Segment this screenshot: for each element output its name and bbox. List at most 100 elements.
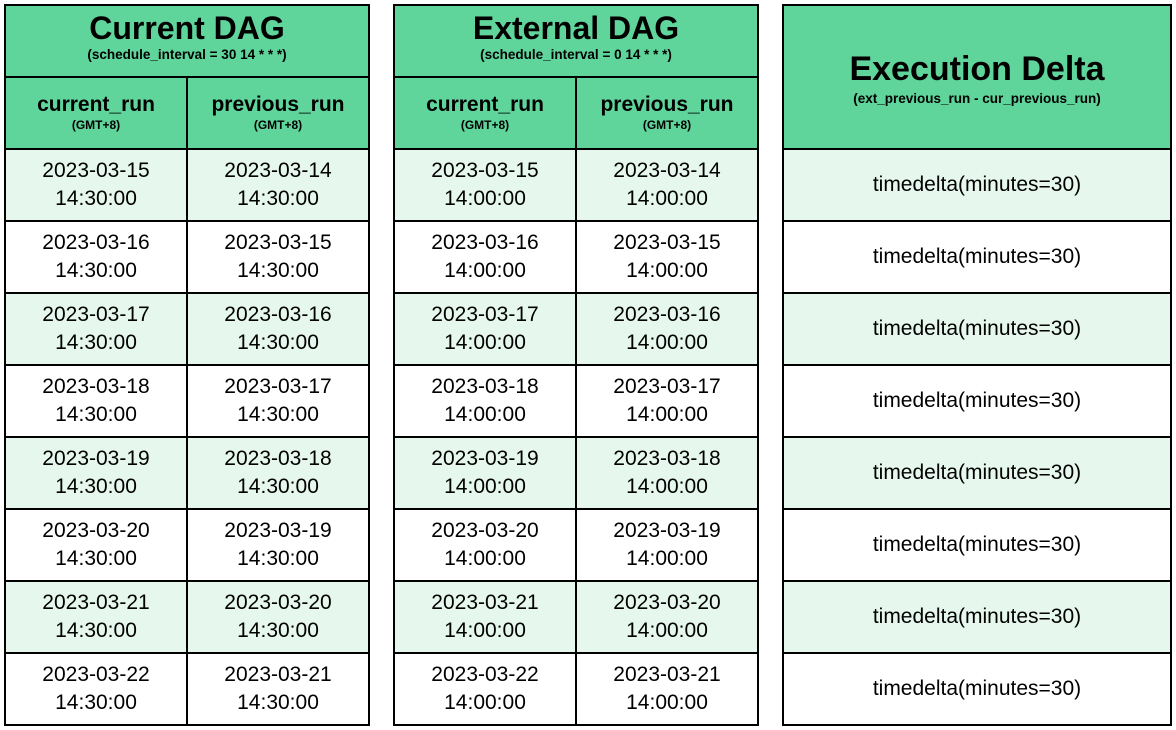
time: 14:00:00 <box>444 403 526 426</box>
time: 14:00:00 <box>444 475 526 498</box>
column-timezone: (GMT+8) <box>460 118 510 132</box>
execution-delta-table: Execution Delta (ext_previous_run - cur_p… <box>782 4 1172 726</box>
time: 14:30:00 <box>237 331 319 354</box>
dag-title-cell: Current DAG (schedule_interval = 30 14 * … <box>4 4 370 78</box>
previous-run-cell: 2023-03-21 14:00:00 <box>575 652 759 726</box>
table-row: 2023-03-20 14:00:00 2023-03-19 14:00:00 <box>393 508 759 582</box>
column-label: current_run <box>37 93 155 116</box>
time: 14:00:00 <box>444 619 526 642</box>
time: 14:30:00 <box>55 619 137 642</box>
previous-run-cell: 2023-03-17 14:30:00 <box>186 364 370 438</box>
previous-run-cell: 2023-03-21 14:30:00 <box>186 652 370 726</box>
current-run-cell: 2023-03-19 14:00:00 <box>393 436 577 510</box>
delta-cell: timedelta(minutes=30) <box>782 580 1172 654</box>
table-row: 2023-03-15 14:00:00 2023-03-14 14:00:00 <box>393 148 759 222</box>
current-run-cell: 2023-03-18 14:00:00 <box>393 364 577 438</box>
delta-value: timedelta(minutes=30) <box>872 605 1082 628</box>
delta-value: timedelta(minutes=30) <box>872 173 1082 196</box>
previous-run-cell: 2023-03-18 14:30:00 <box>186 436 370 510</box>
date: 2023-03-19 <box>224 519 332 542</box>
delta-title-cell: Execution Delta (ext_previous_run - cur_p… <box>782 4 1172 150</box>
date: 2023-03-16 <box>613 303 721 326</box>
current-run-cell: 2023-03-16 14:00:00 <box>393 220 577 294</box>
time: 14:30:00 <box>55 187 137 210</box>
current-run-cell: 2023-03-15 14:30:00 <box>4 148 188 222</box>
date: 2023-03-15 <box>42 159 150 182</box>
column-label: current_run <box>426 93 544 116</box>
time: 14:00:00 <box>626 547 708 570</box>
date: 2023-03-20 <box>224 591 332 614</box>
current-run-cell: 2023-03-21 14:00:00 <box>393 580 577 654</box>
table-row: 2023-03-16 14:30:00 2023-03-15 14:30:00 <box>4 220 370 294</box>
table-row: 2023-03-18 14:30:00 2023-03-17 14:30:00 <box>4 364 370 438</box>
time: 14:00:00 <box>444 691 526 714</box>
time: 14:30:00 <box>237 691 319 714</box>
delta-value: timedelta(minutes=30) <box>872 317 1082 340</box>
date: 2023-03-20 <box>42 519 150 542</box>
time: 14:30:00 <box>237 403 319 426</box>
date: 2023-03-16 <box>42 231 150 254</box>
table-row: timedelta(minutes=30) <box>782 292 1172 366</box>
date: 2023-03-20 <box>613 591 721 614</box>
date: 2023-03-14 <box>613 159 721 182</box>
delta-title: Execution Delta <box>849 50 1105 88</box>
column-timezone: (GMT+8) <box>642 118 692 132</box>
previous-run-cell: 2023-03-14 14:00:00 <box>575 148 759 222</box>
time: 14:30:00 <box>55 331 137 354</box>
table-row: 2023-03-19 14:00:00 2023-03-18 14:00:00 <box>393 436 759 510</box>
column-label: previous_run <box>211 93 345 116</box>
table-row: timedelta(minutes=30) <box>782 148 1172 222</box>
date: 2023-03-18 <box>224 447 332 470</box>
column-label: previous_run <box>600 93 734 116</box>
date: 2023-03-18 <box>613 447 721 470</box>
time: 14:30:00 <box>237 619 319 642</box>
date: 2023-03-19 <box>431 447 539 470</box>
date: 2023-03-15 <box>613 231 721 254</box>
column-header: previous_run (GMT+8) <box>186 76 370 150</box>
title-row: Execution Delta (ext_previous_run - cur_p… <box>782 4 1172 150</box>
date: 2023-03-22 <box>431 663 539 686</box>
time: 14:00:00 <box>626 187 708 210</box>
delta-cell: timedelta(minutes=30) <box>782 436 1172 510</box>
delta-cell: timedelta(minutes=30) <box>782 508 1172 582</box>
previous-run-cell: 2023-03-19 14:30:00 <box>186 508 370 582</box>
date: 2023-03-21 <box>431 591 539 614</box>
time: 14:00:00 <box>626 691 708 714</box>
delta-subtitle: (ext_previous_run - cur_previous_run) <box>853 91 1101 106</box>
date: 2023-03-18 <box>431 375 539 398</box>
current-run-cell: 2023-03-22 14:00:00 <box>393 652 577 726</box>
table-row: timedelta(minutes=30) <box>782 508 1172 582</box>
dag-title-cell: External DAG (schedule_interval = 0 14 * … <box>393 4 759 78</box>
previous-run-cell: 2023-03-14 14:30:00 <box>186 148 370 222</box>
current-run-cell: 2023-03-22 14:30:00 <box>4 652 188 726</box>
column-header: previous_run (GMT+8) <box>575 76 759 150</box>
time: 14:00:00 <box>626 331 708 354</box>
dag-subtitle: (schedule_interval = 0 14 * * *) <box>480 47 672 62</box>
delta-cell: timedelta(minutes=30) <box>782 364 1172 438</box>
current-run-cell: 2023-03-18 14:30:00 <box>4 364 188 438</box>
delta-value: timedelta(minutes=30) <box>872 461 1082 484</box>
time: 14:00:00 <box>626 403 708 426</box>
date: 2023-03-18 <box>42 375 150 398</box>
table-row: 2023-03-20 14:30:00 2023-03-19 14:30:00 <box>4 508 370 582</box>
previous-run-cell: 2023-03-20 14:30:00 <box>186 580 370 654</box>
time: 14:00:00 <box>444 259 526 282</box>
current-run-cell: 2023-03-19 14:30:00 <box>4 436 188 510</box>
delta-cell: timedelta(minutes=30) <box>782 220 1172 294</box>
table-row: timedelta(minutes=30) <box>782 220 1172 294</box>
current-run-cell: 2023-03-17 14:00:00 <box>393 292 577 366</box>
delta-value: timedelta(minutes=30) <box>872 389 1082 412</box>
previous-run-cell: 2023-03-16 14:30:00 <box>186 292 370 366</box>
table-row: 2023-03-22 14:30:00 2023-03-21 14:30:00 <box>4 652 370 726</box>
time: 14:30:00 <box>55 259 137 282</box>
header-row: current_run (GMT+8) previous_run (GMT+8) <box>4 76 370 150</box>
delta-cell: timedelta(minutes=30) <box>782 652 1172 726</box>
delta-cell: timedelta(minutes=30) <box>782 292 1172 366</box>
time: 14:30:00 <box>237 547 319 570</box>
table-row: 2023-03-19 14:30:00 2023-03-18 14:30:00 <box>4 436 370 510</box>
current-run-cell: 2023-03-17 14:30:00 <box>4 292 188 366</box>
dag-subtitle: (schedule_interval = 30 14 * * *) <box>87 47 287 62</box>
time: 14:30:00 <box>55 691 137 714</box>
column-timezone: (GMT+8) <box>71 118 121 132</box>
delta-value: timedelta(minutes=30) <box>872 245 1082 268</box>
